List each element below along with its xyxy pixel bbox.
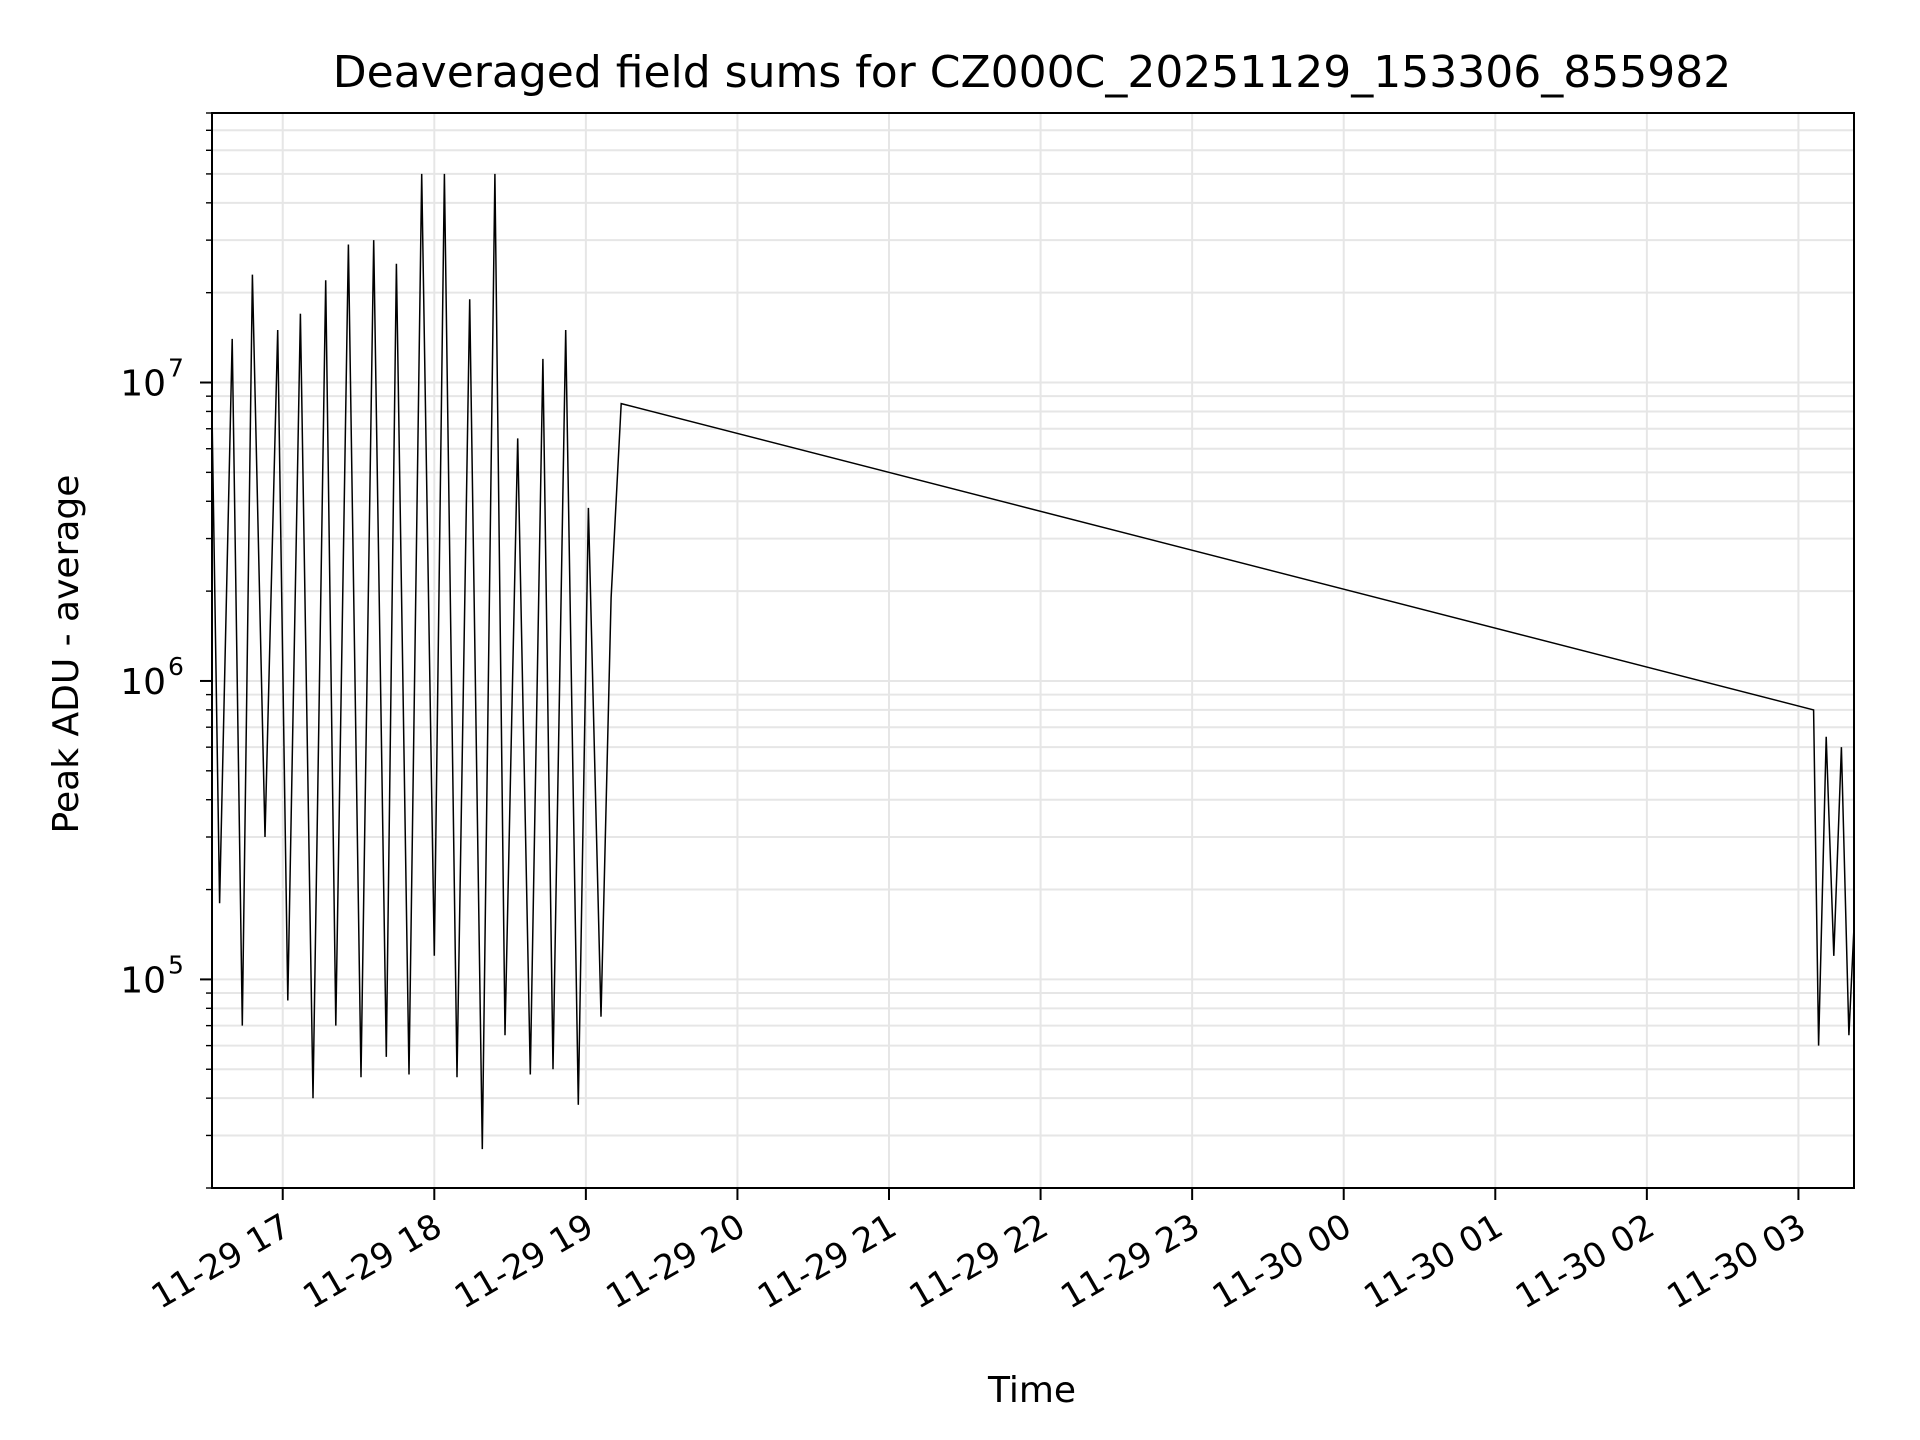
x-axis-label: Time	[987, 1370, 1076, 1411]
y-axis-label: Peak ADU - average	[46, 475, 87, 834]
y-tick-label: 10 6	[120, 652, 184, 703]
line-layer	[211, 173, 1855, 1150]
series-line	[211, 173, 1855, 1150]
y-tick-label: 10 5	[120, 950, 184, 1001]
y-tick-label: 10 7	[120, 354, 184, 405]
y-tick-label-exponent: 7	[168, 354, 184, 383]
y-tick-label-base: 10	[120, 662, 166, 703]
y-tick-label-base: 10	[120, 960, 166, 1001]
grid-layer	[212, 112, 1854, 1189]
plot-frame	[211, 112, 1855, 1189]
y-tick-label-exponent: 5	[168, 950, 184, 979]
y-tick-label-base: 10	[120, 364, 166, 405]
y-tick-label-exponent: 6	[168, 652, 184, 681]
chart-title: Deaveraged field sums for CZ000C_2025112…	[333, 47, 1731, 98]
